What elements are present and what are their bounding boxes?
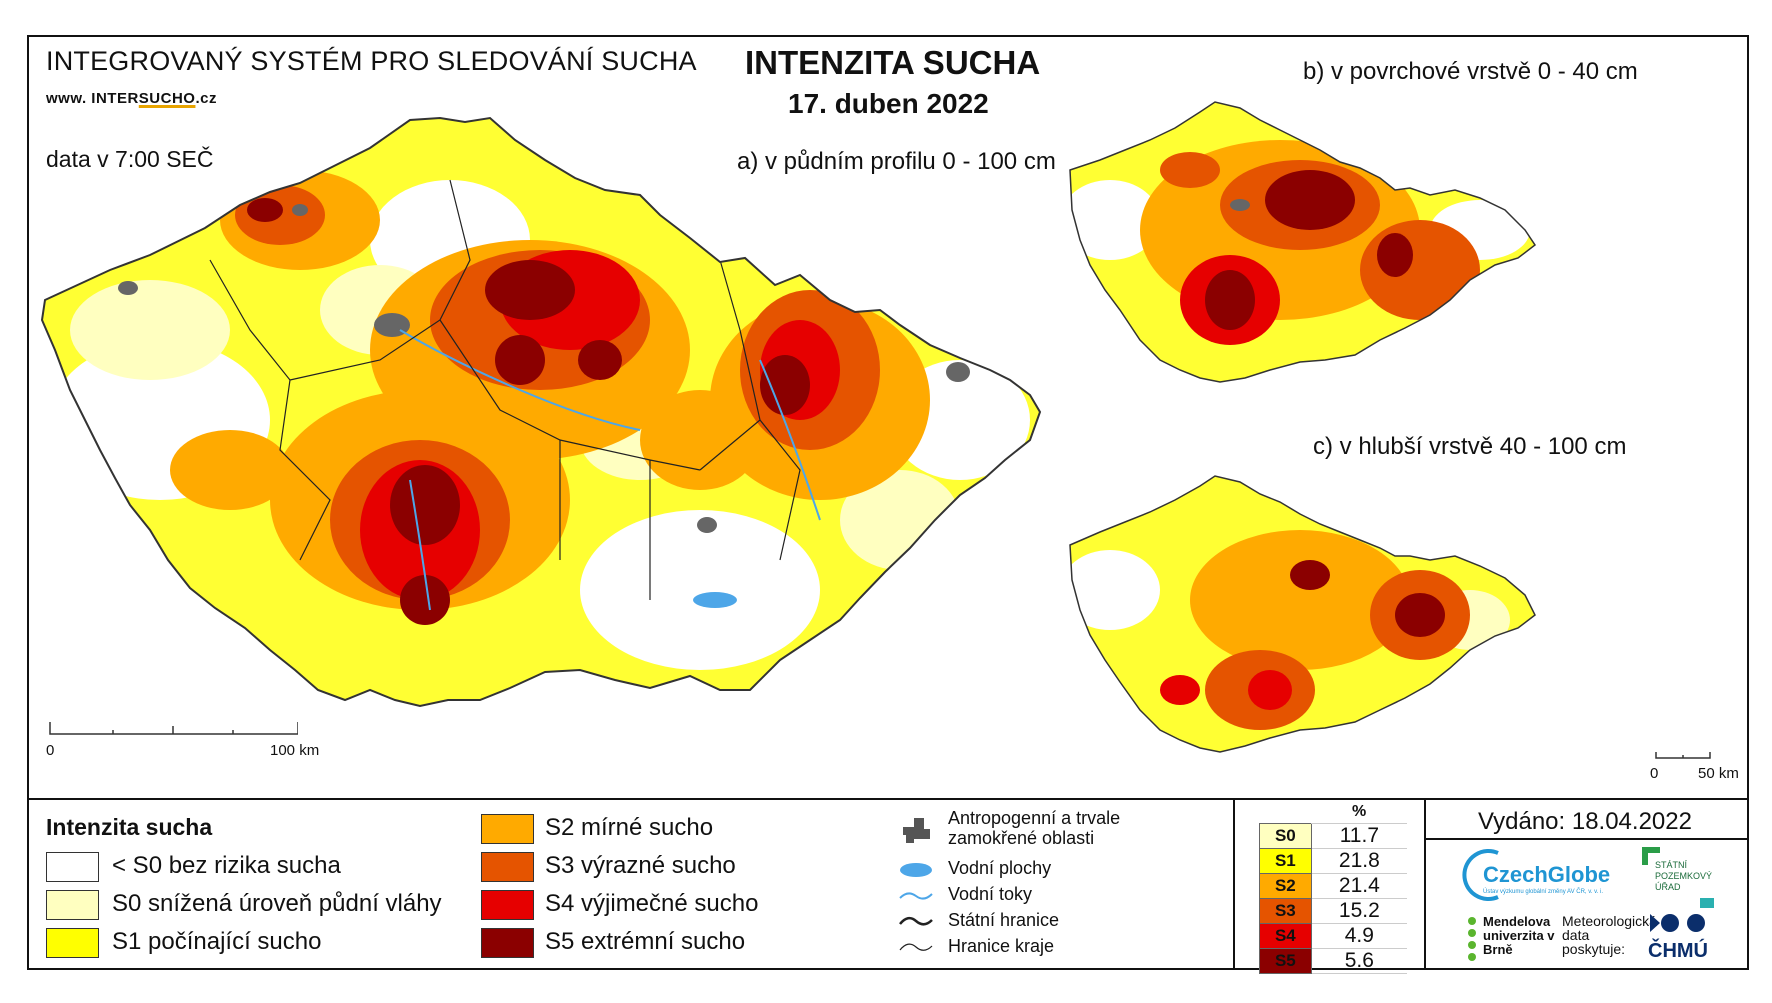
stats-value: 21.8	[1311, 848, 1407, 874]
legend-label-s0: S0 snížená úroveň půdní vláhy	[112, 890, 442, 917]
issued-divider	[1426, 838, 1749, 840]
legend-swatch-s2	[481, 814, 534, 844]
legend-label-below-s0: < S0 bez rizika sucha	[112, 852, 341, 879]
scale-main-start: 0	[46, 742, 55, 759]
map-frame	[27, 35, 1749, 970]
spu-logo: STÁTNÍ POZEMKOVÝ ÚŘAD	[1655, 860, 1713, 892]
scale-bar-small	[1655, 752, 1711, 759]
czechglobe-logo-icon	[1462, 849, 1499, 901]
czechglobe-logo: CzechGlobe	[1483, 862, 1611, 887]
legend-swatch-s4	[481, 890, 534, 920]
legend-divider	[27, 798, 1749, 800]
panel-c-label: c) v hlubší vrstvě 40 - 100 cm	[1313, 433, 1627, 460]
stats-code: S1	[1259, 848, 1312, 874]
meteo-data-provider: Meteorologická data poskytuje:	[1562, 913, 1657, 957]
legend-water-bodies: Vodní plochy	[948, 858, 1052, 878]
spu-logo-icon	[1642, 847, 1660, 865]
stats-code: S0	[1259, 823, 1312, 849]
system-name: INTEGROVANÝ SYSTÉM PRO SLEDOVÁNÍ SUCHA	[46, 46, 697, 76]
mendel-dots-icon	[1468, 917, 1476, 961]
legend-swatch-s1	[46, 928, 99, 958]
stats-code: S5	[1259, 948, 1312, 974]
stats-code: S3	[1259, 898, 1312, 924]
stats-value: 4.9	[1311, 923, 1407, 949]
data-time: data v 7:00 SEČ	[46, 146, 214, 172]
legend-rivers: Vodní toky	[948, 884, 1033, 904]
legend-title: Intenzita sucha	[46, 814, 213, 840]
map-date: 17. duben 2022	[788, 88, 989, 119]
legend-state-border: Státní hranice	[948, 910, 1060, 930]
stats-table: % S0 11.7 S1 21.8 S2 21.4 S3 15.2 S4 4.9 S5 5.…	[1259, 800, 1407, 974]
stats-value: 21.4	[1311, 873, 1407, 899]
scale-bar-main	[49, 722, 298, 735]
legend-swatch-s3	[481, 852, 534, 882]
legend-region-border: Hranice kraje	[948, 936, 1055, 956]
scale-small-end: 50 km	[1698, 765, 1739, 782]
stats-value: 11.7	[1311, 823, 1407, 849]
map-title: INTENZITA SUCHA	[745, 44, 1041, 81]
legend-label-s5: S5 extrémní sucho	[545, 928, 746, 955]
panel-b-label: b) v povrchové vrstvě 0 - 40 cm	[1303, 58, 1638, 85]
stats-separator-right	[1424, 798, 1426, 970]
region-border-icon	[899, 943, 933, 951]
stats-code: S4	[1259, 923, 1312, 949]
legend-anthropogenic: Antropogenní a trvale zamokřené oblasti	[948, 808, 1121, 848]
stats-value: 5.6	[1311, 948, 1407, 974]
legend-label-s1: S1 počínající sucho	[112, 928, 322, 955]
website-link[interactable]: www. INTERSUCHO.cz	[46, 90, 217, 107]
stats-header: %	[1311, 800, 1407, 824]
stats-code: S2	[1259, 873, 1312, 899]
legend-label-s3: S3 výrazné sucho	[545, 852, 736, 879]
stats-separator-left	[1233, 798, 1235, 970]
legend-label-s4: S4 výjimečné sucho	[545, 890, 759, 917]
stats-value: 15.2	[1311, 898, 1407, 924]
issued-date: Vydáno: 18.04.2022	[1478, 808, 1692, 835]
river-icon	[899, 892, 933, 900]
scale-small-start: 0	[1650, 765, 1659, 782]
legend-swatch-below-s0	[46, 852, 99, 882]
legend-swatch-s5	[481, 928, 534, 958]
scale-main-end: 100 km	[270, 742, 320, 759]
water-body-icon	[900, 863, 932, 877]
mendel-logo: Mendelova univerzita v Brně	[1483, 914, 1555, 957]
chmu-logo: ČHMÚ	[1648, 940, 1708, 962]
grey-area-icon	[903, 818, 930, 843]
state-border-icon	[899, 916, 933, 926]
legend-swatch-s0	[46, 890, 99, 920]
czechglobe-subtitle: Ústav výzkumu globální změny AV ČR, v. v…	[1483, 889, 1604, 895]
spu-logo-accent	[1700, 898, 1714, 908]
panel-a-label: a) v půdním profilu 0 - 100 cm	[737, 148, 1056, 175]
legend-label-s2: S2 mírné sucho	[545, 814, 714, 841]
chmu-logo-icon	[1650, 914, 1705, 932]
